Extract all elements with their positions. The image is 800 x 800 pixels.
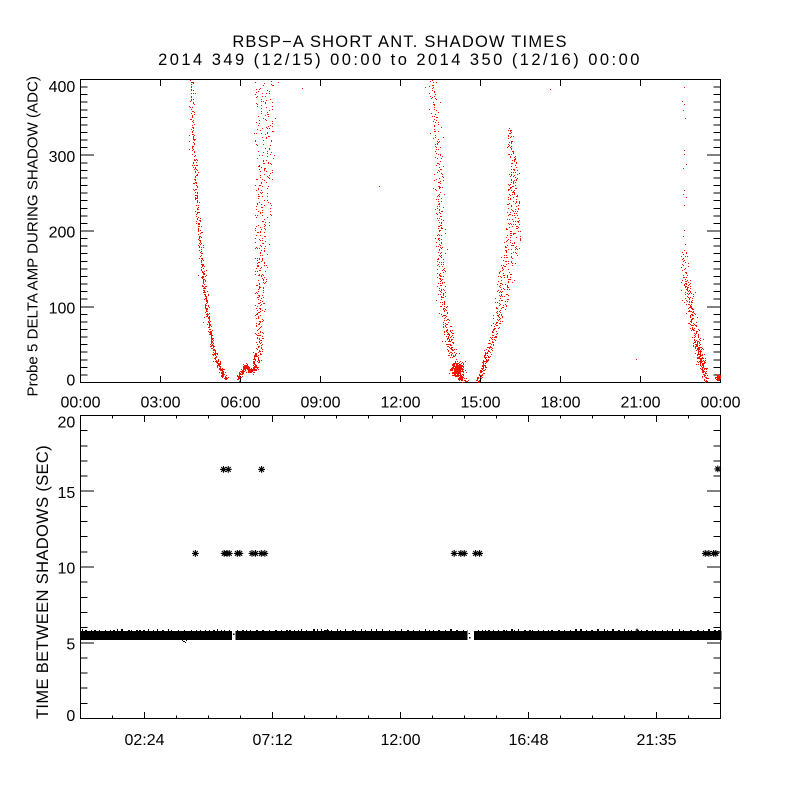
svg-text:100: 100: [49, 300, 76, 317]
svg-text:TIME BETWEEN SHADOWS (SEC): TIME BETWEEN SHADOWS (SEC): [34, 445, 52, 719]
svg-text:0: 0: [66, 708, 75, 725]
svg-text:21:00: 21:00: [620, 395, 660, 412]
svg-text:00:00: 00:00: [700, 395, 740, 412]
svg-text:07:12: 07:12: [252, 732, 292, 749]
svg-text:09:00: 09:00: [300, 395, 340, 412]
svg-text:02:24: 02:24: [124, 732, 164, 749]
svg-text:RBSP−A SHORT ANT. SHADOW TIMES: RBSP−A SHORT ANT. SHADOW TIMES: [232, 33, 567, 51]
svg-text:00:00: 00:00: [60, 395, 100, 412]
svg-text:15: 15: [58, 485, 76, 502]
svg-text:2014 349 (12/15) 00:00 to 2014: 2014 349 (12/15) 00:00 to 2014 350 (12/1…: [158, 51, 642, 69]
svg-text:12:00: 12:00: [380, 732, 420, 749]
svg-text:400: 400: [49, 79, 76, 96]
svg-text:200: 200: [49, 225, 76, 242]
svg-text:300: 300: [49, 149, 76, 166]
svg-text:5: 5: [66, 636, 75, 653]
svg-text:Probe 5 DELTA AMP DURING SHADO: Probe 5 DELTA AMP DURING SHADOW (ADC): [25, 76, 42, 396]
svg-text:0: 0: [66, 373, 75, 390]
svg-text:06:00: 06:00: [220, 395, 260, 412]
svg-text:20: 20: [58, 415, 76, 432]
svg-text:10: 10: [58, 561, 76, 578]
svg-text:03:00: 03:00: [140, 395, 180, 412]
svg-text:16:48: 16:48: [508, 732, 548, 749]
svg-text:18:00: 18:00: [540, 395, 580, 412]
svg-text:12:00: 12:00: [380, 395, 420, 412]
svg-text:21:35: 21:35: [636, 732, 676, 749]
svg-text:15:00: 15:00: [460, 395, 500, 412]
